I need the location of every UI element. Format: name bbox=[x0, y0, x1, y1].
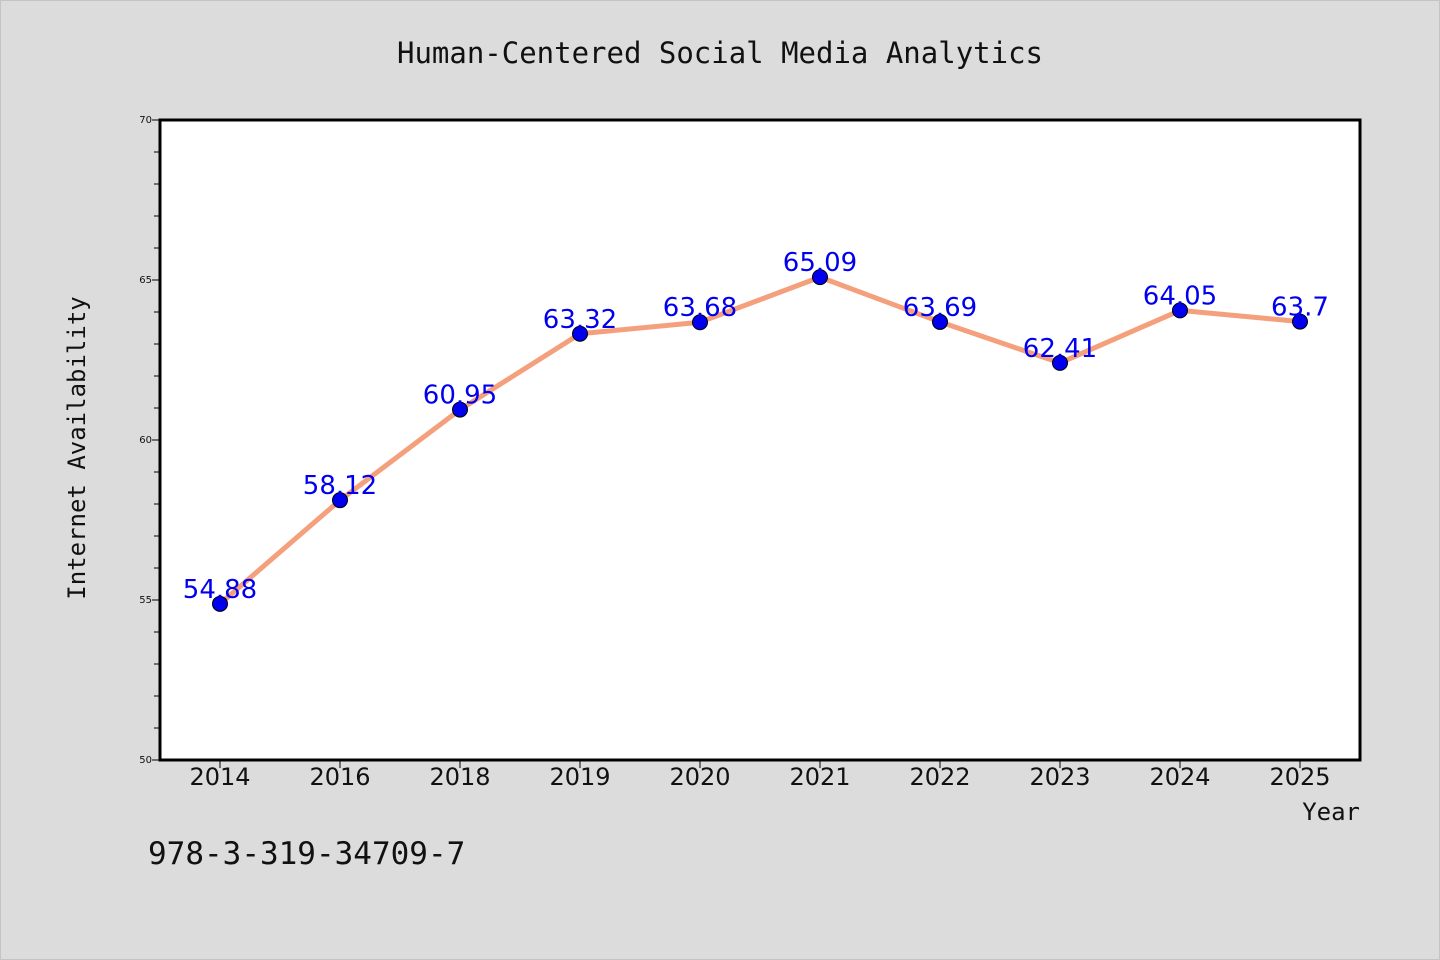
y-tick-label: 70 bbox=[139, 115, 152, 126]
data-label: 65.09 bbox=[783, 248, 857, 278]
x-tick-label: 2024 bbox=[1149, 763, 1210, 791]
data-point bbox=[1172, 302, 1188, 319]
data-label: 60.95 bbox=[423, 381, 497, 411]
data-label: 58.12 bbox=[303, 471, 377, 501]
data-label: 63.7 bbox=[1271, 293, 1329, 323]
x-tick-label: 2023 bbox=[1029, 763, 1090, 791]
data-point bbox=[1292, 313, 1308, 330]
x-tick-label: 2022 bbox=[909, 763, 970, 791]
x-tick-label: 2018 bbox=[429, 763, 490, 791]
x-tick-label: 2020 bbox=[669, 763, 730, 791]
data-point bbox=[692, 314, 708, 331]
series-line bbox=[217, 274, 1303, 607]
y-tick-label: 60 bbox=[139, 435, 152, 446]
x-tick-label: 2025 bbox=[1269, 763, 1330, 791]
data-label: 64.05 bbox=[1143, 281, 1217, 311]
series-internet-availability: 54.88 58.12 60.95 63.32 63.68 65.09 63.69 62.41… bbox=[183, 248, 1329, 612]
y-tick-label: 50 bbox=[139, 755, 152, 766]
data-point bbox=[332, 492, 348, 509]
x-tick-label: 2014 bbox=[189, 763, 250, 791]
data-label: 63.68 bbox=[663, 293, 737, 323]
data-point bbox=[212, 595, 228, 612]
data-label: 63.69 bbox=[903, 293, 977, 323]
y-tick-label: 65 bbox=[139, 275, 152, 286]
data-point bbox=[932, 313, 948, 330]
y-tick-label: 55 bbox=[139, 595, 152, 606]
chart-title: Human-Centered Social Media Analytics bbox=[397, 36, 1043, 70]
y-axis-label: Internet Availability bbox=[63, 296, 91, 599]
data-label: 54.88 bbox=[183, 575, 257, 605]
data-label: 62.41 bbox=[1023, 334, 1097, 364]
x-tick-label: 2016 bbox=[309, 763, 370, 791]
isbn-text: 978-3-319-34709-7 bbox=[148, 836, 465, 872]
x-tick-label: 2019 bbox=[549, 763, 610, 791]
data-point bbox=[452, 401, 468, 418]
plot-area bbox=[158, 118, 1362, 762]
x-axis-label: Year bbox=[1302, 798, 1360, 826]
x-axis-ticks: 2014 2016 2018 2019 2020 2021 2022 2023 2024 2025 bbox=[189, 760, 1331, 791]
x-tick-label: 2021 bbox=[789, 763, 850, 791]
data-point bbox=[812, 269, 828, 286]
data-point bbox=[1052, 354, 1068, 371]
data-point bbox=[572, 325, 588, 342]
y-axis-ticks: 50 55 60 65 70 bbox=[139, 115, 160, 766]
data-label: 63.32 bbox=[543, 305, 617, 335]
